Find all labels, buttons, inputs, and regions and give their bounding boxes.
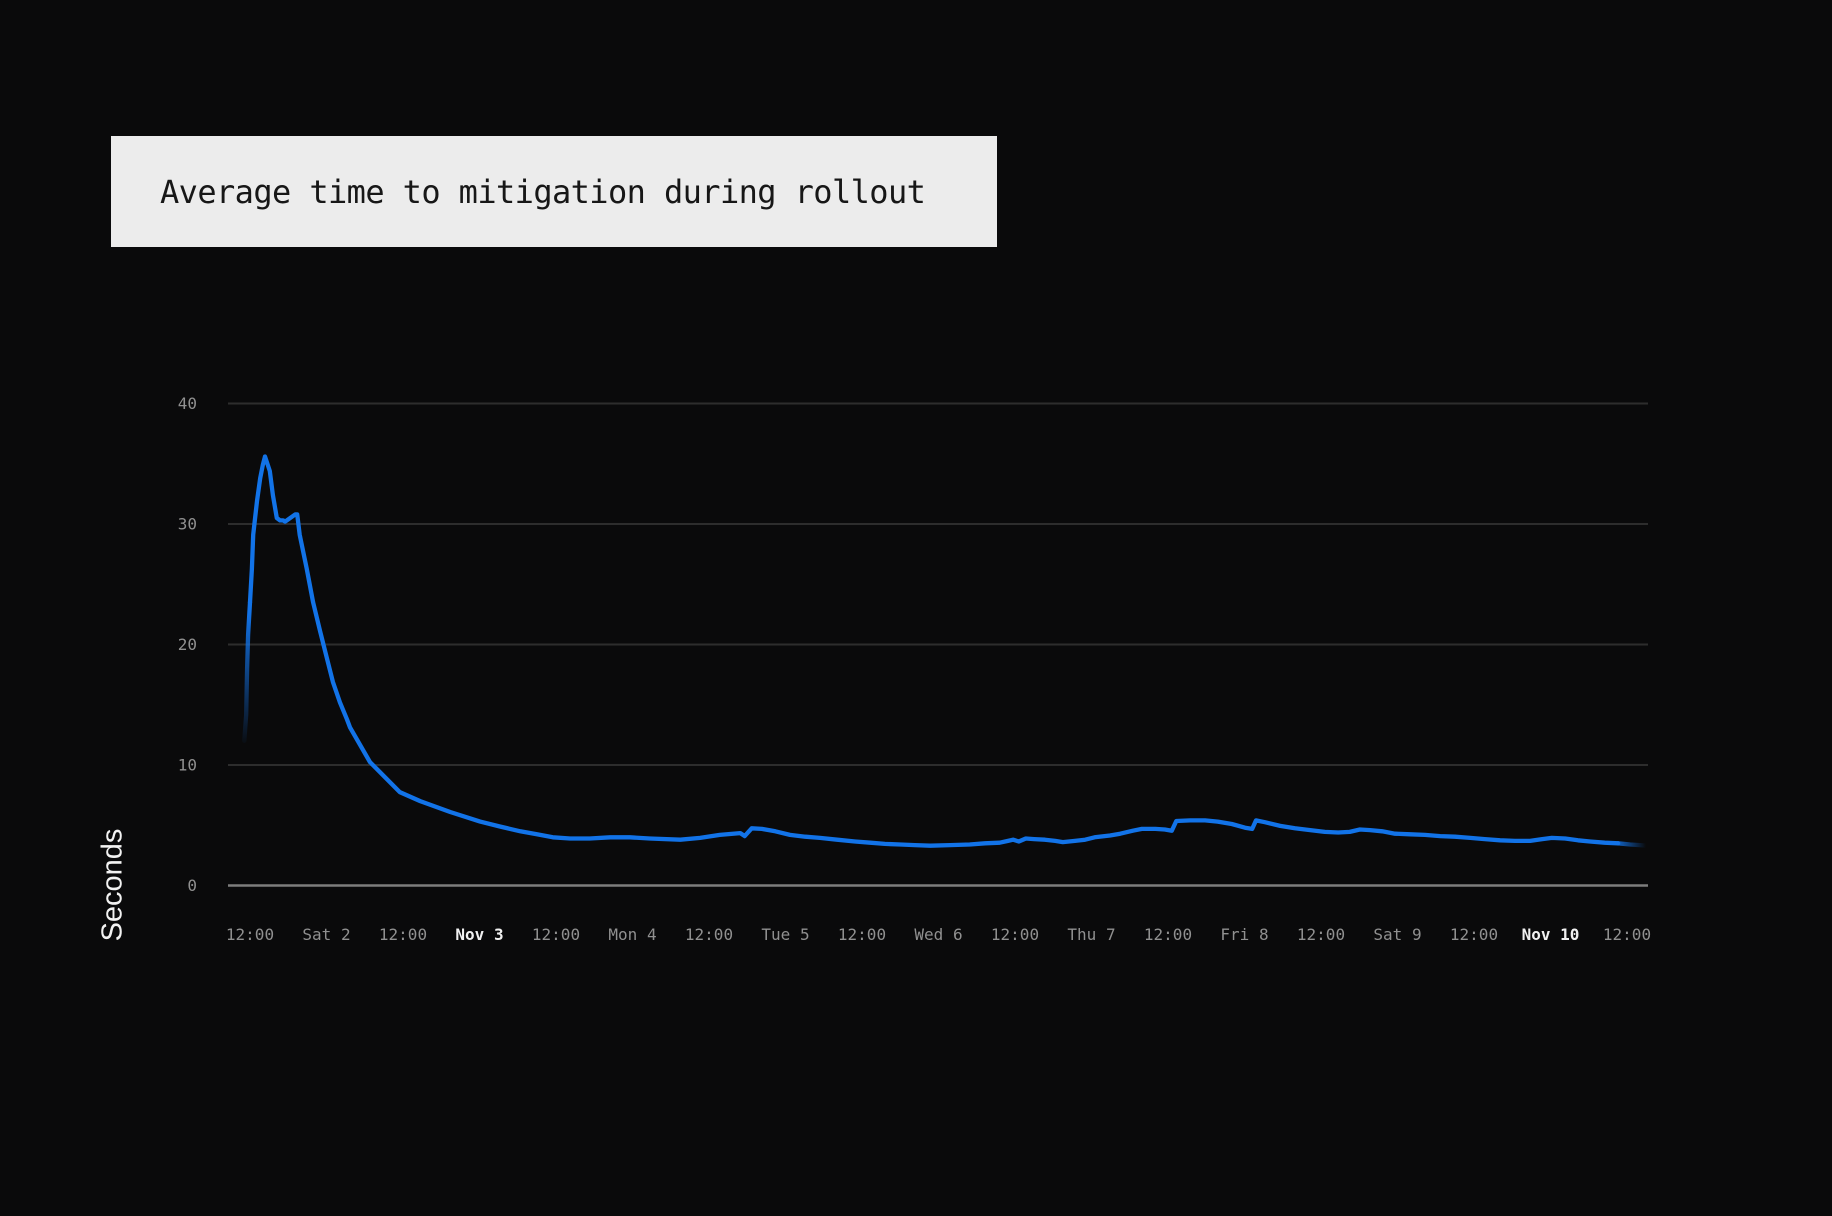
x-tick-label: 12:00 <box>379 925 427 944</box>
chart-title-box: Average time to mitigation during rollou… <box>111 136 997 247</box>
series-line <box>247 454 1621 848</box>
x-tick-label: Fri 8 <box>1220 925 1268 944</box>
x-tick-label: 12:00 <box>685 925 733 944</box>
x-tick-label: Nov 3 <box>455 925 503 944</box>
x-tick-label: 12:00 <box>991 925 1039 944</box>
y-tick-label: 30 <box>178 515 197 534</box>
x-tick-label: 12:00 <box>1144 925 1192 944</box>
x-tick-label: Wed 6 <box>914 925 962 944</box>
x-tick-label: Tue 5 <box>761 925 809 944</box>
y-tick-label: 0 <box>187 876 197 895</box>
x-tick-label: Thu 7 <box>1067 925 1115 944</box>
x-tick-label: 12:00 <box>532 925 580 944</box>
x-tick-label: Nov 10 <box>1522 925 1580 944</box>
x-tick-label: Mon 4 <box>608 925 656 944</box>
series-line-fade-in <box>242 600 253 744</box>
y-tick-label: 10 <box>178 756 197 775</box>
x-tick-label: 12:00 <box>1450 925 1498 944</box>
y-tick-label: 40 <box>178 394 197 413</box>
chart-title: Average time to mitigation during rollou… <box>160 172 926 211</box>
x-tick-label: 12:00 <box>1603 925 1651 944</box>
x-tick-label: 12:00 <box>1297 925 1345 944</box>
x-tick-label: Sat 9 <box>1373 925 1421 944</box>
y-axis-label: Seconds <box>96 828 129 942</box>
x-tick-label: Sat 2 <box>302 925 350 944</box>
y-tick-label: 20 <box>178 635 197 654</box>
series-line-fade-out <box>1615 841 1649 848</box>
x-tick-label: 12:00 <box>226 925 274 944</box>
x-tick-label: 12:00 <box>838 925 886 944</box>
